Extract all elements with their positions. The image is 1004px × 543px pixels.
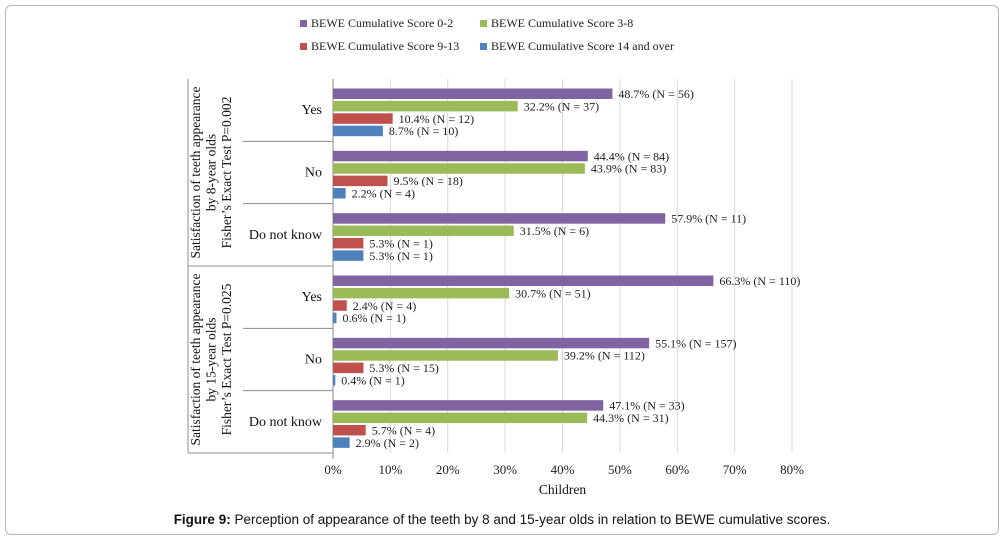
bar	[333, 125, 383, 137]
legend-entry: BEWE Cumulative Score 0-2	[311, 16, 453, 30]
bar	[333, 100, 518, 112]
category-label: No	[305, 166, 322, 181]
bar	[333, 437, 350, 448]
x-tick-label: 50%	[608, 462, 632, 477]
data-label: 2.2% (N = 4)	[352, 187, 415, 201]
x-tick-label: 0%	[324, 462, 342, 477]
category-label: Yes	[302, 103, 322, 118]
bar	[333, 175, 388, 187]
data-label: 43.9% (N = 83)	[591, 162, 666, 176]
data-label: 2.4% (N = 4)	[353, 299, 416, 313]
bar	[333, 150, 588, 162]
category-label: Yes	[302, 290, 322, 305]
x-tick-label: 60%	[665, 462, 689, 477]
data-label: 0.4% (N = 1)	[341, 374, 404, 388]
x-tick-label: 30%	[493, 462, 517, 477]
figure-caption: Figure 9: Perception of appearance of th…	[0, 512, 1004, 527]
data-label: 10.4% (N = 12)	[399, 112, 474, 126]
group-label: by 8-year olds	[204, 134, 219, 211]
data-label: 5.3% (N = 15)	[369, 361, 438, 375]
bar-chart: 0% 10% 20% 30% 40% 50% 60% 70% 80% Children BEWE C…	[187, 16, 804, 497]
bar	[333, 188, 346, 199]
bar	[333, 362, 364, 374]
data-label: 44.4% (N = 84)	[594, 149, 669, 163]
data-label: 9.5% (N = 18)	[394, 174, 463, 188]
bar	[333, 88, 613, 99]
category-label: No	[305, 353, 322, 368]
group-label: Fisher’s Exact Test P=0.025	[219, 283, 234, 435]
bar	[333, 163, 585, 174]
data-label: 30.7% (N = 51)	[515, 286, 590, 300]
bar	[333, 400, 604, 411]
data-label: 5.7% (N = 4)	[372, 423, 435, 437]
caption-prefix: Figure 9:	[173, 512, 231, 527]
data-label: 0.6% (N = 1)	[342, 311, 405, 325]
bar	[333, 424, 366, 436]
legend-entry: BEWE Cumulative Score 14 and over	[491, 39, 674, 53]
data-label: 39.2% (N = 112)	[564, 349, 645, 363]
legend-swatch	[480, 43, 487, 50]
legend-swatch	[480, 20, 487, 27]
data-label: 55.1% (N = 157)	[655, 336, 736, 350]
bar	[333, 275, 714, 286]
bar	[333, 250, 364, 261]
data-label: 31.5% (N = 6)	[520, 224, 589, 238]
category-label: Do not know	[249, 415, 323, 430]
group-label: Fisher’s Exact Test P=0.002	[219, 97, 234, 249]
x-tick-label: 20%	[436, 462, 460, 477]
x-tick-label: 10%	[378, 462, 402, 477]
legend-entry: BEWE Cumulative Score 3-8	[491, 16, 633, 30]
bar	[333, 312, 337, 324]
legend-swatch	[300, 43, 307, 50]
bar	[333, 113, 393, 124]
bar	[333, 237, 364, 249]
caption-text: Perception of appearance of the teeth by…	[230, 512, 831, 527]
bar	[333, 337, 650, 349]
data-label: 66.3% (N = 110)	[719, 274, 800, 288]
bar	[333, 225, 514, 237]
data-label: 5.3% (N = 1)	[369, 249, 432, 263]
group-label: Satisfaction of teeth appearance	[188, 86, 203, 258]
data-label: 47.1% (N = 33)	[609, 399, 684, 413]
data-label: 32.2% (N = 37)	[524, 99, 599, 113]
data-label: 2.9% (N = 2)	[356, 436, 419, 450]
data-label: 44.3% (N = 31)	[593, 411, 668, 425]
group-label: Satisfaction of teeth appearance	[188, 273, 203, 445]
data-label: 5.3% (N = 1)	[369, 236, 432, 250]
group-label: by 15-year olds	[204, 318, 219, 402]
x-tick-label: 70%	[723, 462, 747, 477]
bar	[333, 287, 510, 299]
bar	[333, 213, 666, 224]
x-tick-label: 40%	[551, 462, 575, 477]
x-axis-label: Children	[539, 482, 586, 497]
bar	[333, 375, 336, 386]
legend-entry: BEWE Cumulative Score 9-13	[311, 39, 459, 53]
category-label: Do not know	[249, 228, 323, 243]
bar	[333, 350, 558, 361]
x-tick-label: 80%	[780, 462, 804, 477]
bar	[333, 412, 588, 424]
data-label: 8.7% (N = 10)	[389, 124, 458, 138]
bar	[333, 300, 347, 311]
legend-swatch	[300, 20, 307, 27]
data-label: 57.9% (N = 11)	[671, 212, 746, 226]
data-label: 48.7% (N = 56)	[618, 87, 693, 101]
